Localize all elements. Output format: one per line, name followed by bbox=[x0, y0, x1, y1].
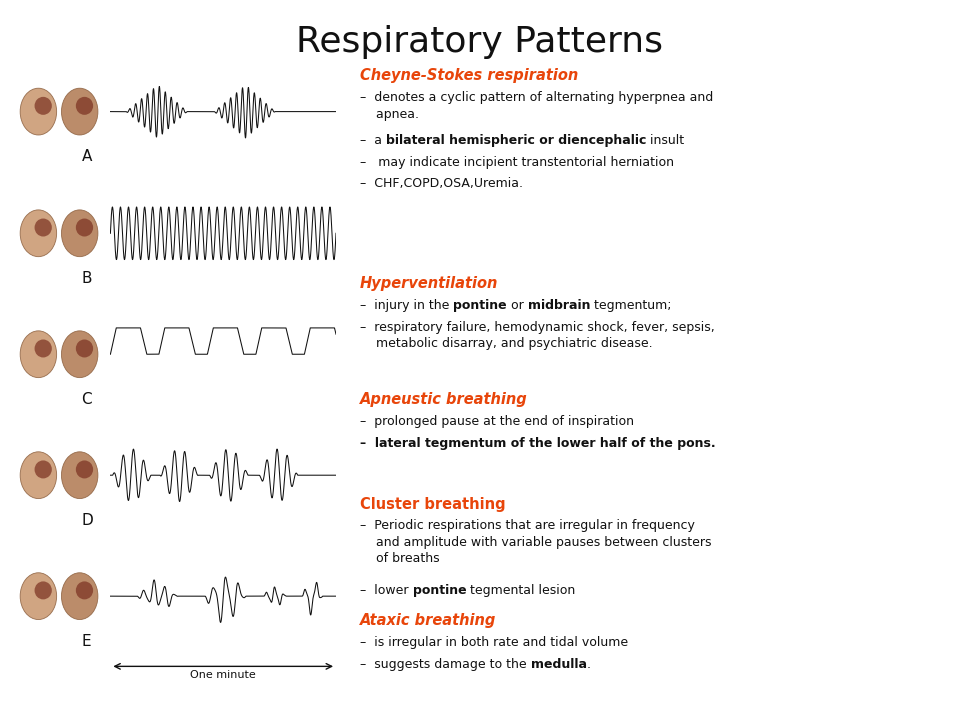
Ellipse shape bbox=[35, 461, 52, 478]
Text: –  denotes a cyclic pattern of alternating hyperpnea and
    apnea.: – denotes a cyclic pattern of alternatin… bbox=[360, 91, 713, 120]
Text: E: E bbox=[82, 634, 91, 649]
Text: tegmental lesion: tegmental lesion bbox=[467, 585, 575, 598]
Text: –  is irregular in both rate and tidal volume: – is irregular in both rate and tidal vo… bbox=[360, 636, 628, 649]
Text: .: . bbox=[587, 658, 590, 671]
Text: medulla: medulla bbox=[531, 658, 587, 671]
Ellipse shape bbox=[61, 89, 98, 135]
Text: One minute: One minute bbox=[190, 670, 256, 680]
Text: –  a: – a bbox=[360, 134, 386, 148]
Text: –  Periodic respirations that are irregular in frequency
    and amplitude with : – Periodic respirations that are irregul… bbox=[360, 520, 711, 565]
Ellipse shape bbox=[20, 573, 57, 619]
Text: or: or bbox=[507, 300, 528, 312]
Text: Respiratory Patterns: Respiratory Patterns bbox=[297, 25, 663, 59]
Ellipse shape bbox=[35, 219, 52, 236]
Text: Hyperventilation: Hyperventilation bbox=[360, 276, 498, 292]
Text: –  lateral tegmentum of the lower half of the pons.: – lateral tegmentum of the lower half of… bbox=[360, 436, 715, 450]
Text: –  respiratory failure, hemodynamic shock, fever, sepsis,
    metabolic disarray: – respiratory failure, hemodynamic shock… bbox=[360, 321, 715, 350]
Text: Cheyne-Stokes respiration: Cheyne-Stokes respiration bbox=[360, 68, 578, 84]
Ellipse shape bbox=[61, 573, 98, 619]
Ellipse shape bbox=[20, 210, 57, 256]
Text: pontine: pontine bbox=[413, 585, 467, 598]
Ellipse shape bbox=[76, 97, 93, 114]
Text: –  CHF,COPD,OSA,Uremia.: – CHF,COPD,OSA,Uremia. bbox=[360, 177, 523, 191]
Ellipse shape bbox=[76, 582, 93, 599]
Text: midbrain: midbrain bbox=[528, 300, 590, 312]
Text: pontine: pontine bbox=[453, 300, 507, 312]
Text: Cluster breathing: Cluster breathing bbox=[360, 497, 506, 512]
Text: C: C bbox=[82, 392, 92, 407]
Text: Apneustic breathing: Apneustic breathing bbox=[360, 392, 528, 408]
Ellipse shape bbox=[20, 331, 57, 377]
Text: B: B bbox=[82, 271, 92, 286]
Ellipse shape bbox=[61, 210, 98, 256]
Text: –  prolonged pause at the end of inspiration: – prolonged pause at the end of inspirat… bbox=[360, 415, 634, 428]
Text: Ataxic breathing: Ataxic breathing bbox=[360, 613, 496, 629]
Ellipse shape bbox=[76, 340, 93, 358]
Text: –   may indicate incipient transtentorial herniation: – may indicate incipient transtentorial … bbox=[360, 156, 674, 169]
Ellipse shape bbox=[61, 452, 98, 498]
Ellipse shape bbox=[35, 582, 52, 599]
Text: –  lower: – lower bbox=[360, 585, 413, 598]
Text: –  suggests damage to the: – suggests damage to the bbox=[360, 658, 531, 671]
Ellipse shape bbox=[76, 461, 93, 478]
Text: tegmentum;: tegmentum; bbox=[590, 300, 672, 312]
Ellipse shape bbox=[20, 89, 57, 135]
Text: insult: insult bbox=[646, 134, 684, 148]
Text: –  injury in the: – injury in the bbox=[360, 300, 453, 312]
Text: bilateral hemispheric or diencephalic: bilateral hemispheric or diencephalic bbox=[386, 134, 646, 148]
Ellipse shape bbox=[61, 331, 98, 377]
Ellipse shape bbox=[35, 340, 52, 358]
Text: D: D bbox=[82, 513, 93, 528]
Ellipse shape bbox=[35, 97, 52, 114]
Text: A: A bbox=[82, 149, 92, 164]
Ellipse shape bbox=[20, 452, 57, 498]
Ellipse shape bbox=[76, 219, 93, 236]
